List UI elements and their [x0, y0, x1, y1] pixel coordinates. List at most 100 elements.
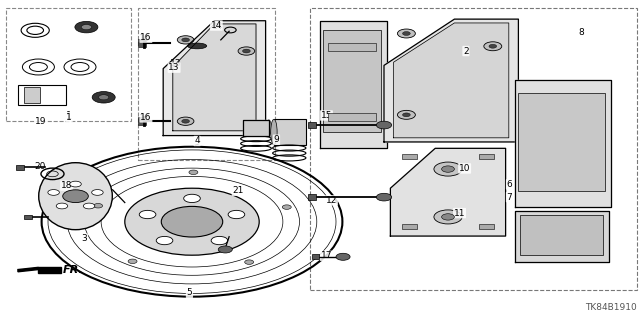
- Circle shape: [282, 205, 291, 209]
- Circle shape: [70, 181, 81, 187]
- Polygon shape: [243, 120, 269, 136]
- Text: FR.: FR.: [63, 264, 83, 275]
- Circle shape: [184, 194, 200, 203]
- Text: 10: 10: [459, 164, 470, 173]
- Circle shape: [397, 29, 415, 38]
- Polygon shape: [38, 267, 61, 273]
- Text: 9: 9: [274, 135, 279, 144]
- Circle shape: [403, 113, 410, 117]
- Bar: [16, 165, 24, 170]
- Circle shape: [99, 95, 109, 100]
- Circle shape: [156, 236, 173, 245]
- Bar: [138, 117, 146, 125]
- Polygon shape: [173, 24, 256, 131]
- Text: 13: 13: [170, 59, 182, 68]
- Circle shape: [489, 44, 497, 48]
- Bar: [24, 215, 32, 219]
- Text: 2: 2: [463, 47, 468, 56]
- Circle shape: [484, 42, 502, 51]
- Text: 15: 15: [321, 111, 332, 120]
- Circle shape: [63, 190, 88, 203]
- Circle shape: [442, 166, 454, 172]
- Circle shape: [182, 119, 189, 123]
- Circle shape: [177, 36, 194, 44]
- Text: 16: 16: [140, 113, 152, 122]
- Circle shape: [228, 210, 244, 219]
- Text: 6: 6: [507, 180, 512, 189]
- Text: 17: 17: [321, 251, 332, 260]
- Circle shape: [177, 117, 194, 125]
- Polygon shape: [515, 80, 611, 207]
- Circle shape: [218, 246, 232, 253]
- Bar: [18, 85, 66, 105]
- Circle shape: [128, 259, 137, 263]
- Text: 14: 14: [211, 21, 222, 30]
- Polygon shape: [394, 23, 509, 138]
- Text: 18: 18: [61, 181, 72, 190]
- Text: 16: 16: [139, 114, 150, 122]
- Bar: [312, 254, 319, 259]
- Ellipse shape: [188, 43, 207, 49]
- Text: 1: 1: [67, 113, 72, 122]
- Bar: [138, 8, 275, 160]
- Text: 19: 19: [35, 117, 47, 126]
- Circle shape: [140, 210, 156, 219]
- Circle shape: [403, 32, 410, 35]
- Circle shape: [376, 193, 392, 201]
- Bar: [323, 30, 381, 132]
- Bar: [479, 224, 494, 229]
- Text: 20: 20: [34, 162, 45, 171]
- Circle shape: [92, 92, 115, 103]
- Circle shape: [83, 203, 95, 209]
- Text: 21: 21: [232, 186, 244, 195]
- Circle shape: [56, 203, 68, 209]
- Circle shape: [75, 21, 98, 33]
- Text: TK84B1910: TK84B1910: [585, 303, 637, 312]
- Circle shape: [182, 38, 189, 42]
- Bar: [24, 87, 40, 103]
- Polygon shape: [515, 211, 609, 262]
- Text: 16: 16: [140, 33, 152, 42]
- Circle shape: [189, 170, 198, 174]
- Circle shape: [238, 47, 255, 55]
- Circle shape: [125, 188, 259, 255]
- Text: 4: 4: [195, 137, 200, 145]
- Polygon shape: [320, 21, 387, 148]
- Circle shape: [244, 260, 253, 264]
- Ellipse shape: [266, 120, 271, 135]
- Bar: [328, 43, 376, 51]
- Bar: [402, 224, 417, 229]
- Circle shape: [397, 110, 415, 119]
- Text: 9: 9: [273, 133, 278, 142]
- Text: 12: 12: [326, 196, 337, 205]
- Ellipse shape: [38, 163, 113, 230]
- Circle shape: [161, 206, 223, 237]
- Bar: [518, 93, 605, 191]
- Circle shape: [376, 121, 392, 129]
- Circle shape: [243, 49, 250, 53]
- Polygon shape: [390, 148, 506, 236]
- Bar: [520, 215, 603, 255]
- Circle shape: [81, 25, 92, 30]
- Text: 16: 16: [139, 34, 150, 43]
- Ellipse shape: [271, 119, 277, 145]
- Polygon shape: [384, 19, 518, 142]
- Circle shape: [434, 162, 462, 176]
- Circle shape: [48, 189, 60, 195]
- Circle shape: [336, 253, 350, 260]
- Circle shape: [93, 204, 102, 208]
- Circle shape: [434, 210, 462, 224]
- Text: 1: 1: [66, 111, 72, 122]
- Bar: [6, 8, 131, 121]
- Text: 3: 3: [82, 234, 87, 243]
- Text: 7: 7: [507, 193, 512, 202]
- Bar: [308, 194, 316, 200]
- Polygon shape: [163, 21, 266, 136]
- Polygon shape: [18, 267, 38, 272]
- Bar: [402, 154, 417, 159]
- Bar: [308, 122, 316, 128]
- Bar: [138, 39, 146, 47]
- Circle shape: [442, 214, 454, 220]
- Text: 11: 11: [454, 209, 465, 218]
- Bar: [479, 154, 494, 159]
